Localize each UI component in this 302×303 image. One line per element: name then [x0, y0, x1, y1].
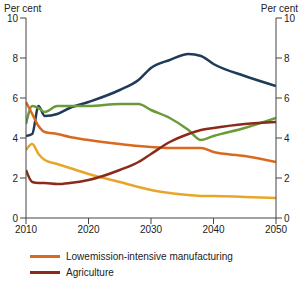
html-text:Per cent: Per cent	[260, 3, 298, 14]
svg-text:2: 2	[284, 173, 290, 184]
svg-text:2020: 2020	[77, 224, 100, 235]
html-text:Agriculture: Agriculture	[66, 266, 114, 278]
svg-text:2: 2	[12, 173, 18, 184]
svg-text:2030: 2030	[140, 224, 163, 235]
svg-text:4: 4	[284, 133, 290, 144]
svg-text:2050: 2050	[265, 224, 288, 235]
svg-text:8: 8	[284, 53, 290, 64]
html-text:Lowemission-intensive manufact: Lowemission-intensive manufacturing	[66, 250, 233, 262]
svg-text:4: 4	[12, 133, 18, 144]
html-text:Per cent: Per cent	[4, 3, 42, 14]
svg-text:8: 8	[12, 53, 18, 64]
svg-text:0: 0	[284, 213, 290, 224]
svg-text:2040: 2040	[202, 224, 225, 235]
svg-text:2010: 2010	[15, 224, 38, 235]
svg-text:0: 0	[12, 213, 18, 224]
svg-text:6: 6	[12, 93, 18, 104]
svg-text:10: 10	[8, 13, 18, 24]
svg-text:6: 6	[284, 93, 290, 104]
svg-text:10: 10	[284, 13, 294, 24]
